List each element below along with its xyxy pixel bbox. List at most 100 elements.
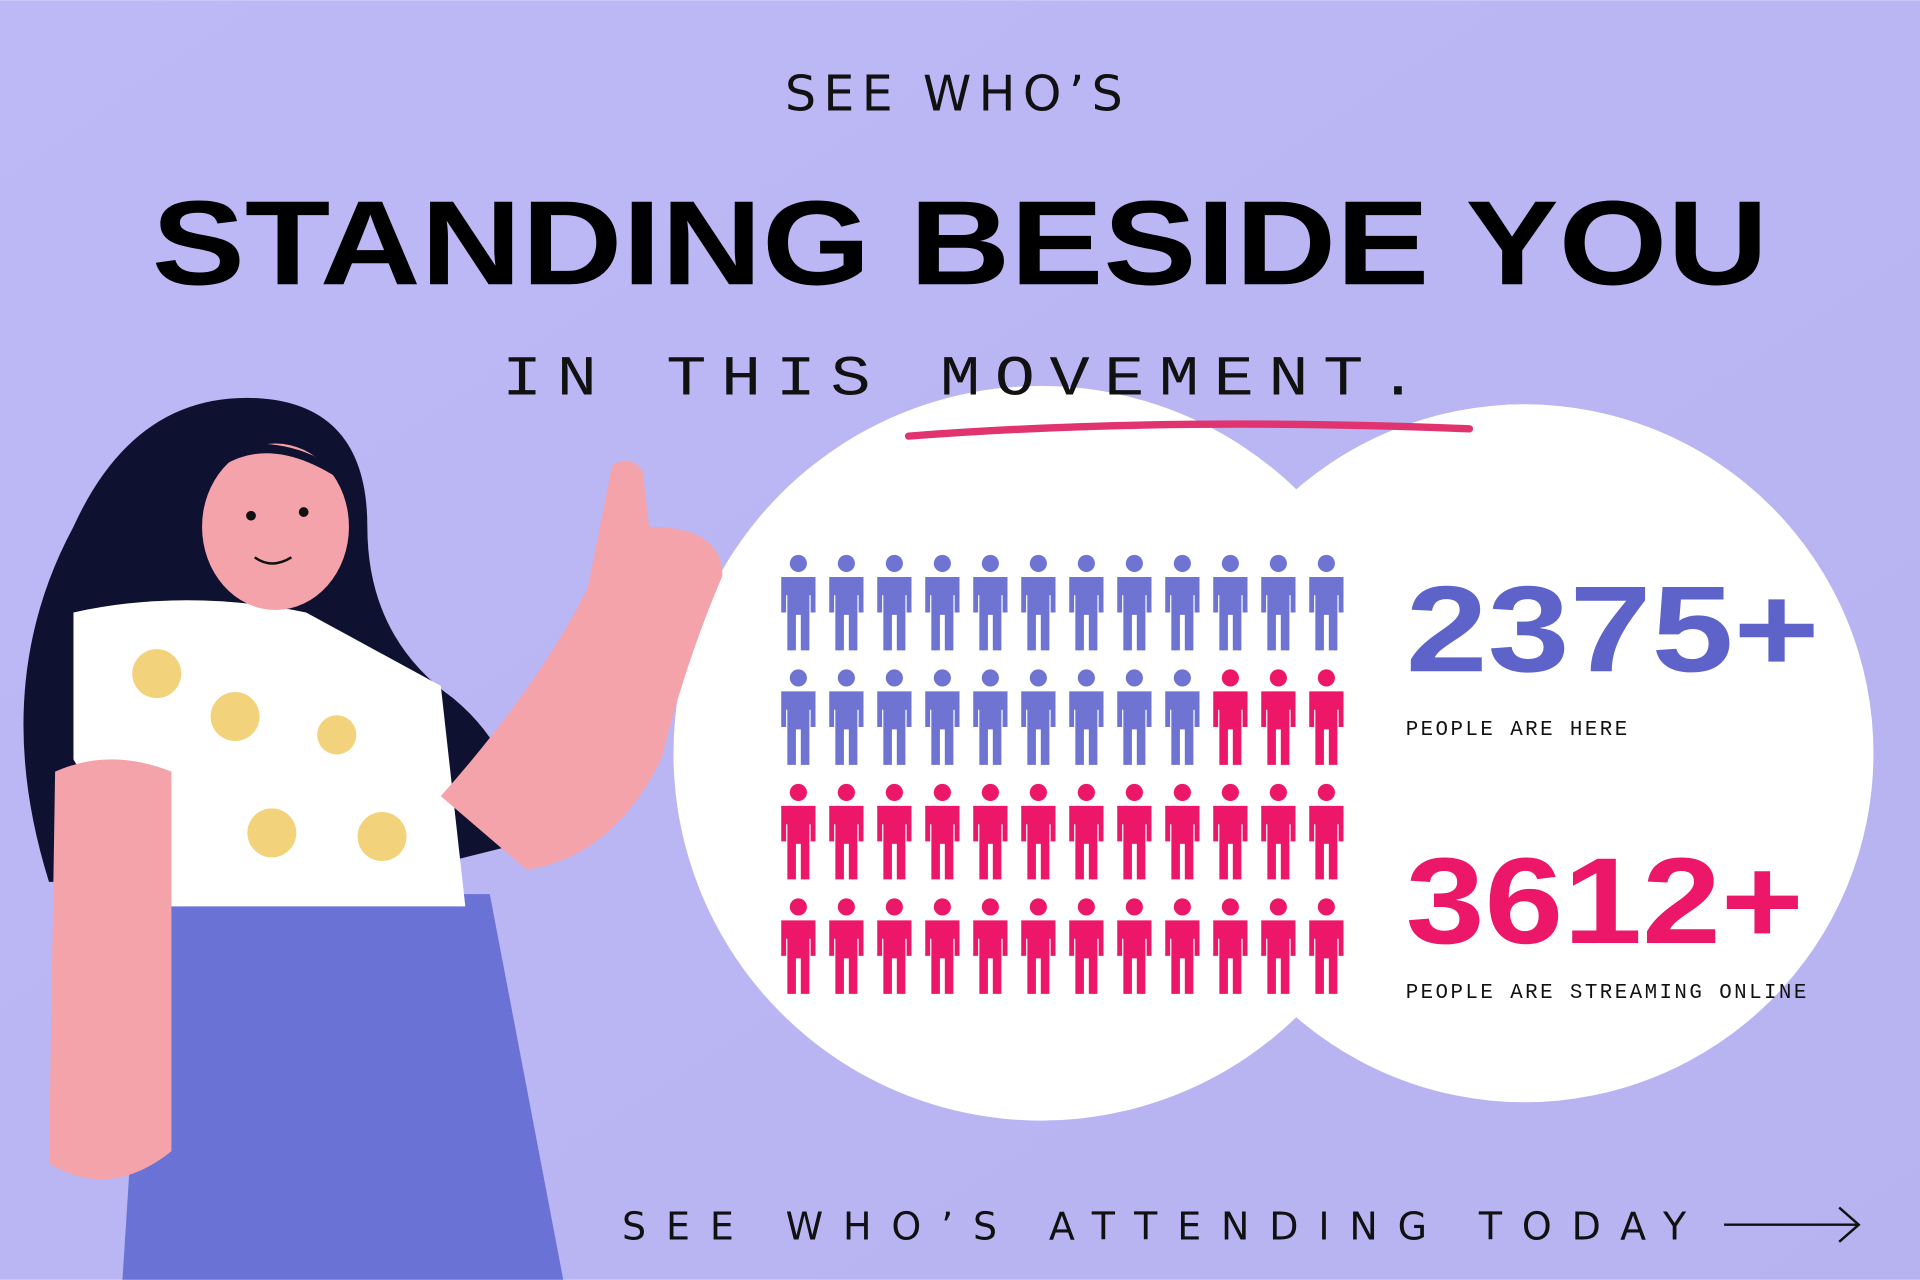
icon-head bbox=[1029, 898, 1047, 916]
stat-value: 2375+ bbox=[1406, 560, 1820, 697]
illustration bbox=[23, 397, 723, 1280]
icon-head bbox=[1221, 669, 1239, 687]
person-icon bbox=[1021, 554, 1056, 651]
icon-head bbox=[1269, 554, 1287, 573]
person-icon bbox=[781, 669, 816, 765]
icon-head bbox=[981, 783, 999, 802]
person-icon bbox=[1309, 554, 1344, 651]
icon-head bbox=[885, 554, 903, 573]
icon-head bbox=[933, 783, 951, 802]
icon-body bbox=[1021, 576, 1056, 651]
stat-value: 3612+ bbox=[1406, 832, 1804, 969]
icon-head bbox=[1029, 669, 1047, 687]
person-icon bbox=[1117, 898, 1152, 994]
icon-head bbox=[1125, 669, 1143, 687]
icon-head bbox=[789, 783, 807, 802]
icon-head bbox=[789, 898, 807, 916]
pictogram bbox=[781, 554, 1344, 994]
icon-head bbox=[1077, 783, 1095, 802]
person-icon bbox=[925, 669, 960, 765]
person-icon bbox=[925, 783, 960, 880]
icon-head bbox=[1029, 783, 1047, 802]
icon-body bbox=[1021, 805, 1056, 880]
icon-body bbox=[1309, 576, 1344, 651]
person-icon bbox=[1069, 898, 1104, 994]
icon-head bbox=[1125, 898, 1143, 916]
person-icon bbox=[877, 554, 912, 651]
icon-head bbox=[1125, 554, 1143, 573]
icon-head bbox=[1221, 554, 1239, 573]
stat-label: PEOPLE ARE HERE bbox=[1406, 719, 1630, 742]
icon-body bbox=[1117, 691, 1152, 765]
person-icon bbox=[829, 783, 864, 880]
icon-head bbox=[1125, 783, 1143, 802]
icon-body bbox=[829, 805, 864, 880]
icon-body bbox=[781, 920, 816, 994]
icon-body bbox=[1021, 920, 1056, 994]
title: STANDING BESIDE YOU bbox=[152, 176, 1768, 310]
person-icon bbox=[1021, 898, 1056, 994]
icon-head bbox=[885, 783, 903, 802]
icon-head bbox=[1077, 898, 1095, 916]
person-icon bbox=[781, 783, 816, 880]
icon-head bbox=[1173, 783, 1191, 802]
icon-body bbox=[1069, 805, 1104, 880]
icon-body bbox=[829, 691, 864, 765]
person-icon bbox=[829, 669, 864, 765]
subtitle: IN THIS MOVEMENT. bbox=[502, 347, 1433, 411]
footer-link[interactable]: SEE WHO’S ATTENDING TODAY bbox=[622, 1204, 1861, 1248]
icon-body bbox=[1309, 805, 1344, 880]
person-icon bbox=[973, 669, 1008, 765]
icon-head bbox=[1173, 898, 1191, 916]
person-icon bbox=[877, 898, 912, 994]
icon-head bbox=[1077, 669, 1095, 687]
icon-head bbox=[1077, 554, 1095, 573]
person-icon bbox=[877, 783, 912, 880]
icon-head bbox=[1269, 898, 1287, 916]
icon-body bbox=[781, 691, 816, 765]
icon-head bbox=[1173, 669, 1191, 687]
icon-body bbox=[1261, 576, 1296, 651]
icon-body bbox=[1069, 691, 1104, 765]
person-icon bbox=[1117, 783, 1152, 880]
arrow[interactable] bbox=[1724, 1206, 1861, 1243]
person-icon bbox=[829, 898, 864, 994]
person-icon bbox=[781, 898, 816, 994]
icon-body bbox=[1069, 920, 1104, 994]
icon-body bbox=[1261, 920, 1296, 994]
icon-body bbox=[1309, 691, 1344, 765]
person-icon bbox=[1165, 554, 1200, 651]
icon-body bbox=[1213, 920, 1248, 994]
person-icon bbox=[925, 898, 960, 994]
icon-body bbox=[973, 691, 1008, 765]
icon-body bbox=[1165, 576, 1200, 651]
person-icon bbox=[925, 554, 960, 651]
icon-head bbox=[1269, 783, 1287, 802]
icon-head bbox=[789, 554, 807, 573]
person-icon bbox=[1309, 783, 1344, 880]
icon-body bbox=[877, 805, 912, 880]
icon-body bbox=[781, 805, 816, 880]
icon-head bbox=[933, 554, 951, 573]
icon-body bbox=[1117, 805, 1152, 880]
person-icon bbox=[877, 669, 912, 765]
person-icon bbox=[1117, 669, 1152, 765]
icon-body bbox=[1213, 576, 1248, 651]
icon-body bbox=[925, 691, 960, 765]
icon-body bbox=[829, 920, 864, 994]
icon-head bbox=[837, 783, 855, 802]
icon-body bbox=[1021, 691, 1056, 765]
icon-head bbox=[1317, 554, 1335, 573]
icon-head bbox=[1029, 554, 1047, 573]
link-text[interactable]: SEE WHO’S ATTENDING TODAY bbox=[622, 1204, 1693, 1248]
icon-head bbox=[933, 898, 951, 916]
icon-head bbox=[1269, 669, 1287, 687]
person-icon bbox=[1261, 669, 1296, 765]
icon-head bbox=[1173, 554, 1191, 573]
bubble-right bbox=[1175, 404, 1874, 1103]
icon-head bbox=[1221, 898, 1239, 916]
icon-head bbox=[885, 669, 903, 687]
icon-body bbox=[877, 691, 912, 765]
